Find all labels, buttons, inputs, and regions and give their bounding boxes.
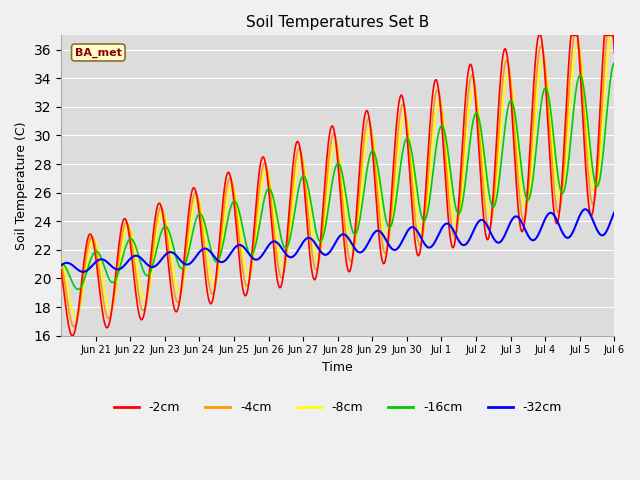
Text: BA_met: BA_met	[75, 48, 122, 58]
Legend: -2cm, -4cm, -8cm, -16cm, -32cm: -2cm, -4cm, -8cm, -16cm, -32cm	[109, 396, 567, 419]
Y-axis label: Soil Temperature (C): Soil Temperature (C)	[15, 121, 28, 250]
Title: Soil Temperatures Set B: Soil Temperatures Set B	[246, 15, 429, 30]
X-axis label: Time: Time	[323, 361, 353, 374]
